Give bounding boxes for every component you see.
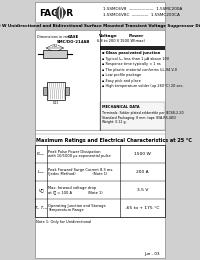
- Text: Jun - 03: Jun - 03: [144, 252, 160, 256]
- Bar: [65, 87, 69, 95]
- Text: Note 1: Only for Unidirectional: Note 1: Only for Unidirectional: [36, 220, 92, 224]
- Bar: [35, 22, 165, 30]
- Text: V₝: V₝: [38, 188, 44, 192]
- Text: 8.13: 8.13: [53, 101, 59, 105]
- Bar: [35, 145, 165, 217]
- Circle shape: [56, 7, 64, 19]
- Bar: [100, 102, 165, 130]
- Text: Voltage: Voltage: [99, 34, 117, 38]
- Bar: [35, 30, 165, 130]
- Text: -65 to + 175 °C: -65 to + 175 °C: [125, 206, 160, 210]
- Text: 3.5 V: 3.5 V: [137, 188, 148, 192]
- Text: Tⱼ, Tₜₛₜ: Tⱼ, Tₜₛₜ: [35, 206, 47, 210]
- Text: Maximum Ratings and Electrical Characteristics at 25 °C: Maximum Ratings and Electrical Character…: [36, 138, 192, 142]
- Text: Operating Junction and Storage
Temperature Range: Operating Junction and Storage Temperatu…: [48, 204, 106, 212]
- Bar: [47, 82, 65, 100]
- Text: 7.62: 7.62: [52, 44, 58, 48]
- Text: 200 A: 200 A: [136, 170, 149, 174]
- Text: 1500 W(max): 1500 W(max): [120, 39, 144, 43]
- Text: Peak Forward Surge Current 8.3 ms.
(Jedec Method)               (Note 1): Peak Forward Surge Current 8.3 ms. (Jede…: [48, 168, 114, 176]
- Text: Peak Pulse Power Dissipation
with 10/1000 μs exponential pulse: Peak Pulse Power Dissipation with 10/100…: [48, 150, 111, 158]
- Ellipse shape: [59, 6, 62, 20]
- Text: 1.5SMC6V8  ——————  1.5SMC200A: 1.5SMC6V8 —————— 1.5SMC200A: [103, 7, 183, 11]
- Text: Iₚₚₚ: Iₚₚₚ: [38, 170, 44, 174]
- Text: ▪ Glass passivated junction: ▪ Glass passivated junction: [102, 51, 160, 55]
- Text: ▪ Easy pick and place: ▪ Easy pick and place: [102, 79, 141, 82]
- Text: ▪ Low profile package: ▪ Low profile package: [102, 73, 141, 77]
- Text: ▪ Typical Iₚₚ less than 1 μA above 10V: ▪ Typical Iₚₚ less than 1 μA above 10V: [102, 56, 169, 61]
- Text: Terminals: Solder plated solderable per IEC68-2-20
Standard Packaging: 8 mm. tap: Terminals: Solder plated solderable per …: [102, 111, 184, 124]
- Text: Power: Power: [129, 34, 144, 38]
- Text: Pₚₚₚ: Pₚₚₚ: [37, 152, 45, 156]
- Text: MECHANICAL DATA: MECHANICAL DATA: [102, 105, 140, 109]
- Text: ▪ The plastic material conforms UL-94 V-0: ▪ The plastic material conforms UL-94 V-…: [102, 68, 177, 72]
- Text: Max. forward voltage drop
at I₝ = 100 A              (Note 1): Max. forward voltage drop at I₝ = 100 A …: [48, 186, 103, 194]
- Text: ▪ Response time typically < 1 ns: ▪ Response time typically < 1 ns: [102, 62, 161, 66]
- Text: 1500 W Unidirectional and Bidirectional Surface Mounted Transient Voltage Suppre: 1500 W Unidirectional and Bidirectional …: [0, 24, 200, 28]
- Text: 1500 W: 1500 W: [134, 152, 151, 156]
- Text: ▪ High temperature solder (up 260°C) 20 sec.: ▪ High temperature solder (up 260°C) 20 …: [102, 84, 184, 88]
- Bar: [100, 46, 165, 50]
- Text: CASE
SMC/DO-214AB: CASE SMC/DO-214AB: [57, 35, 90, 44]
- Text: FAGOR: FAGOR: [39, 9, 73, 17]
- Bar: [43, 50, 67, 58]
- Bar: [43, 87, 47, 95]
- Text: 1.5SMC6V8C  ————  1.5SMC200CA: 1.5SMC6V8C ———— 1.5SMC200CA: [103, 13, 180, 17]
- Text: 6.8 to 200 V: 6.8 to 200 V: [97, 39, 119, 43]
- Text: Dimensions in mm.: Dimensions in mm.: [37, 35, 71, 39]
